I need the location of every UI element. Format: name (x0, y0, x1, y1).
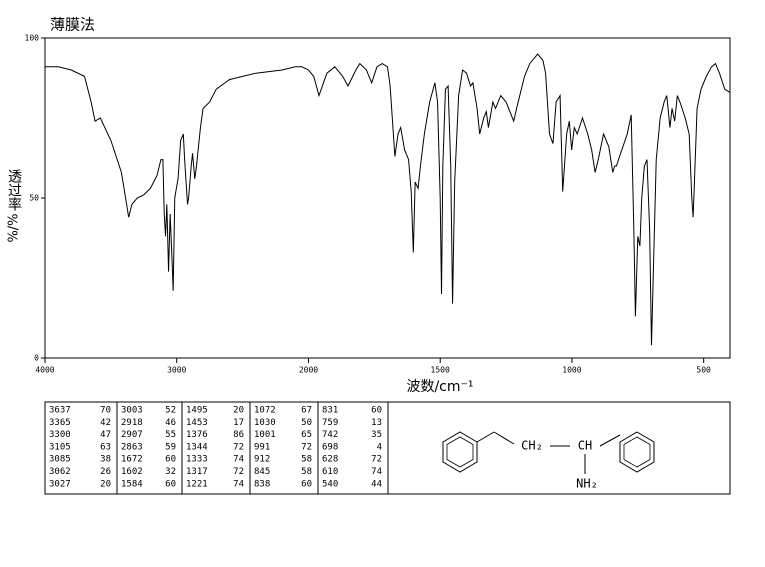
peak-transmittance: 63 (100, 442, 111, 452)
peak-transmittance: 44 (371, 479, 382, 489)
peak-wavenumber: 540 (322, 479, 338, 489)
x-axis-label: 波数/cm⁻¹ (406, 379, 473, 395)
peak-wavenumber: 1344 (186, 442, 208, 452)
peak-transmittance: 58 (301, 455, 312, 465)
peak-transmittance: 67 (301, 406, 312, 416)
y-axis-label: 透过率 (6, 169, 22, 211)
peak-transmittance: 59 (165, 442, 176, 452)
x-tick-label: 1000 (562, 366, 581, 375)
peak-wavenumber: 698 (322, 442, 338, 452)
x-tick-label: 3000 (167, 366, 186, 375)
peak-wavenumber: 831 (322, 406, 338, 416)
structure-label: CH (578, 439, 592, 453)
peak-transmittance: 4 (377, 442, 382, 452)
peak-transmittance: 17 (233, 418, 244, 428)
peak-wavenumber: 3003 (121, 406, 143, 416)
peak-transmittance: 72 (371, 455, 382, 465)
peak-wavenumber: 3637 (49, 406, 71, 416)
peak-transmittance: 74 (233, 455, 244, 465)
peak-transmittance: 70 (100, 406, 111, 416)
peak-transmittance: 46 (165, 418, 176, 428)
peak-transmittance: 86 (233, 430, 244, 440)
peak-wavenumber: 991 (254, 442, 270, 452)
peak-wavenumber: 3300 (49, 430, 71, 440)
peak-transmittance: 60 (165, 479, 176, 489)
peak-wavenumber: 3027 (49, 479, 71, 489)
peak-wavenumber: 3105 (49, 442, 71, 452)
peak-transmittance: 74 (233, 479, 244, 489)
peak-transmittance: 72 (233, 442, 244, 452)
peak-wavenumber: 1030 (254, 418, 276, 428)
peak-wavenumber: 838 (254, 479, 270, 489)
peak-transmittance: 60 (371, 406, 382, 416)
peak-transmittance: 65 (301, 430, 312, 440)
peak-wavenumber: 610 (322, 467, 338, 477)
x-tick-label: 500 (696, 366, 711, 375)
peak-wavenumber: 1317 (186, 467, 208, 477)
peak-transmittance: 55 (165, 430, 176, 440)
peak-wavenumber: 628 (322, 455, 338, 465)
structure-label: CH₂ (521, 439, 543, 453)
structure (442, 431, 655, 474)
peak-wavenumber: 1672 (121, 455, 143, 465)
peak-wavenumber: 912 (254, 455, 270, 465)
peak-wavenumber: 1376 (186, 430, 208, 440)
peak-transmittance: 32 (165, 467, 176, 477)
x-tick-label: 2000 (299, 366, 318, 375)
peak-transmittance: 58 (301, 467, 312, 477)
peak-transmittance: 26 (100, 467, 111, 477)
peak-wavenumber: 1333 (186, 455, 208, 465)
peak-transmittance: 47 (100, 430, 111, 440)
y-tick-label: 0 (34, 354, 39, 363)
peak-wavenumber: 1495 (186, 406, 208, 416)
spectrum-line (45, 53, 731, 346)
peak-transmittance: 52 (165, 406, 176, 416)
peak-wavenumber: 742 (322, 430, 338, 440)
peak-wavenumber: 1584 (121, 479, 143, 489)
y-axis-unit: %/% (7, 213, 22, 242)
peak-transmittance: 72 (233, 467, 244, 477)
peak-transmittance: 50 (301, 418, 312, 428)
peak-wavenumber: 2918 (121, 418, 143, 428)
peak-wavenumber: 759 (322, 418, 338, 428)
peak-wavenumber: 3062 (49, 467, 71, 477)
y-tick-label: 50 (29, 194, 39, 203)
y-tick-label: 100 (25, 34, 40, 43)
x-tick-label: 4000 (35, 366, 54, 375)
peak-wavenumber: 3365 (49, 418, 71, 428)
peak-wavenumber: 1072 (254, 406, 276, 416)
peak-wavenumber: 2863 (121, 442, 143, 452)
peak-wavenumber: 845 (254, 467, 270, 477)
peak-transmittance: 74 (371, 467, 382, 477)
peak-transmittance: 20 (100, 479, 111, 489)
peak-transmittance: 42 (100, 418, 111, 428)
peak-wavenumber: 2907 (121, 430, 143, 440)
peak-wavenumber: 1453 (186, 418, 208, 428)
peak-transmittance: 38 (100, 455, 111, 465)
peak-wavenumber: 1602 (121, 467, 143, 477)
peak-transmittance: 35 (371, 430, 382, 440)
chart-title: 薄膜法 (50, 16, 95, 34)
peak-wavenumber: 3085 (49, 455, 71, 465)
plot-frame (44, 37, 731, 359)
x-tick-label: 1500 (431, 366, 450, 375)
peak-transmittance: 60 (165, 455, 176, 465)
structure-label: NH₂ (576, 477, 598, 491)
peak-wavenumber: 1001 (254, 430, 276, 440)
peak-transmittance: 60 (301, 479, 312, 489)
peak-transmittance: 72 (301, 442, 312, 452)
peak-wavenumber: 1221 (186, 479, 208, 489)
peak-transmittance: 20 (233, 406, 244, 416)
peak-transmittance: 13 (371, 418, 382, 428)
